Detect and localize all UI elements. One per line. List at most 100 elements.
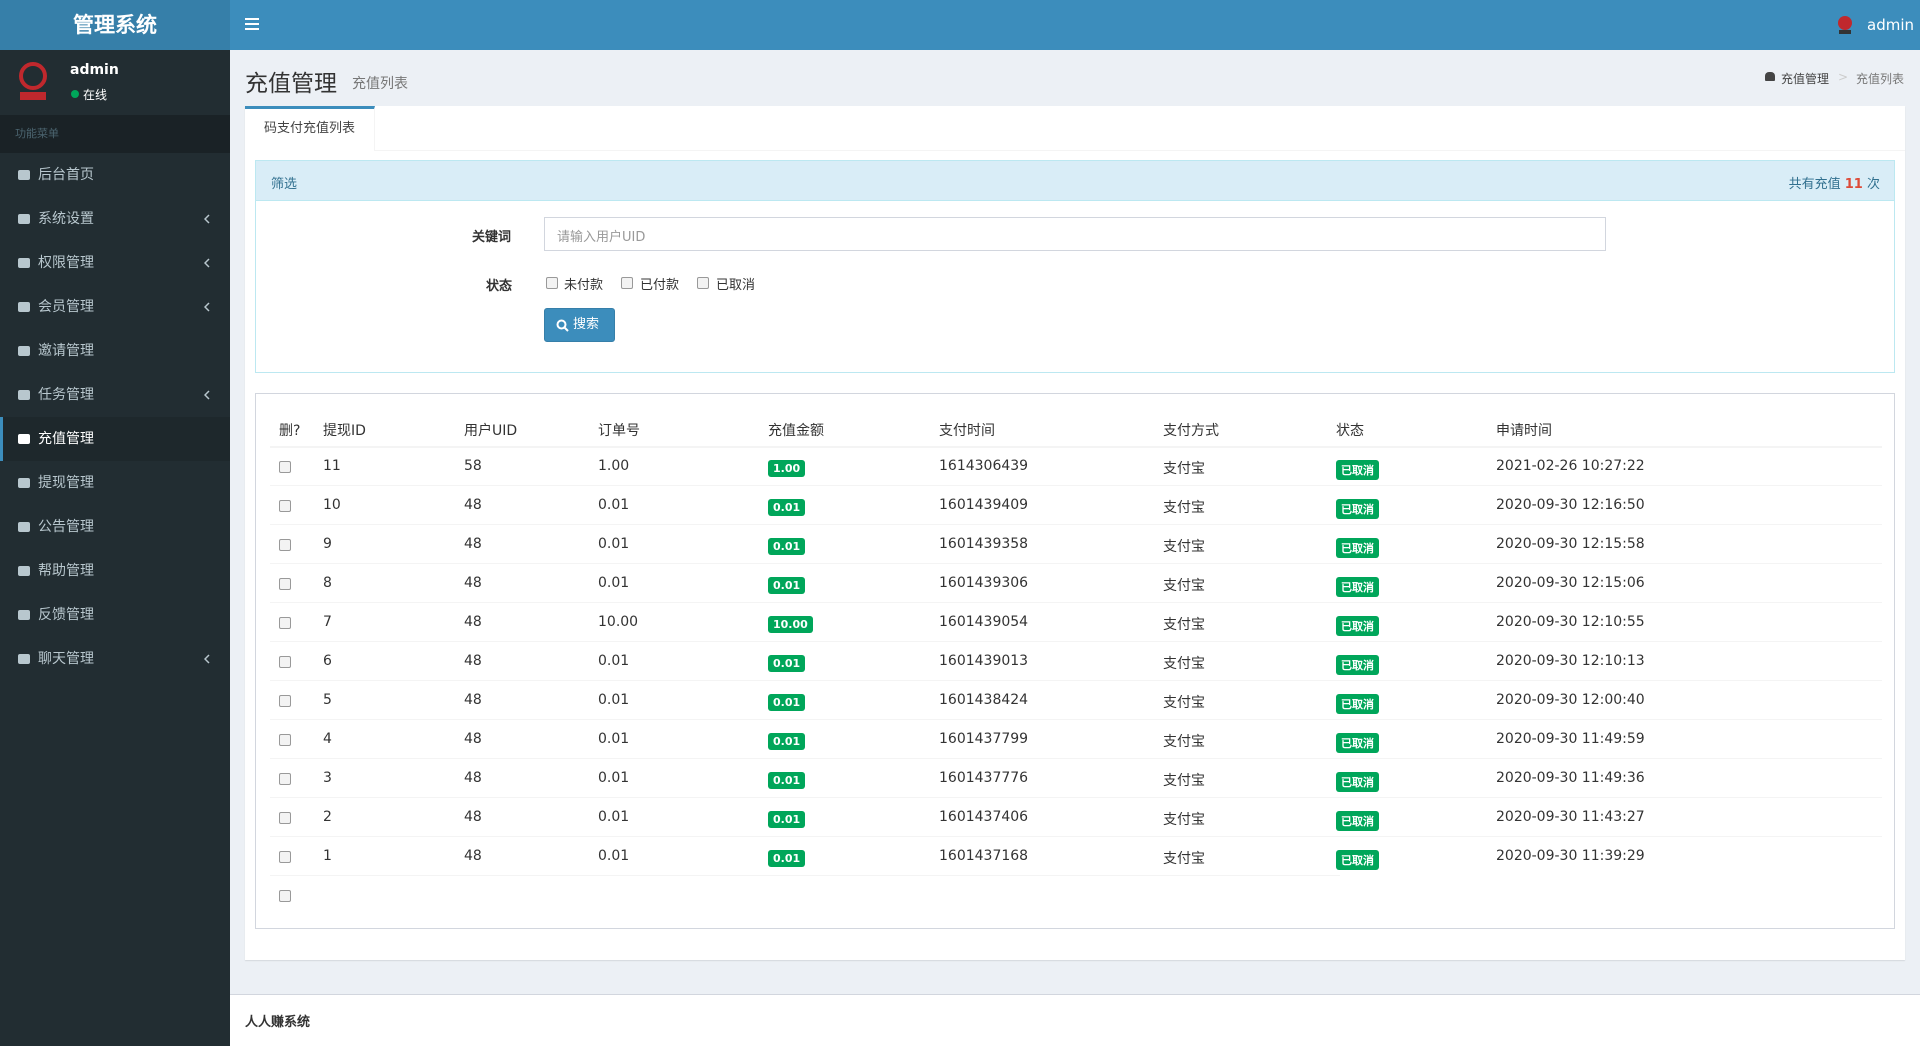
search-icon (556, 319, 569, 332)
badge: 0.01 (768, 655, 806, 672)
menu-text: 任务管理 (38, 387, 94, 403)
table-cell: 7 (323, 614, 332, 630)
row-rule (270, 602, 1882, 603)
row-checkbox[interactable] (279, 617, 291, 629)
table-cell: 48 (464, 692, 482, 708)
row-checkbox[interactable] (279, 734, 291, 746)
table-cell: 1614306439 (939, 458, 1029, 474)
status-option: 未付款 (564, 278, 604, 293)
checkbox[interactable] (621, 277, 633, 289)
chevron (204, 390, 210, 400)
row-checkbox[interactable] (279, 890, 291, 902)
table-cell: 8 (323, 575, 332, 591)
menu-icon (18, 654, 30, 664)
table-cell: 48 (464, 536, 482, 552)
table-cell: 1601439054 (939, 614, 1029, 630)
user-name[interactable]: admin (1867, 16, 1914, 34)
row-checkbox[interactable] (279, 539, 291, 551)
filter-title: 筛选 (271, 177, 298, 192)
sidebar: admin 在线 功能菜单 后台首页 系统设置 权限管理 会员管理 邀请管理 任务管理 充值… (0, 50, 230, 1046)
menu-text: 会员管理 (38, 299, 94, 315)
menu-item[interactable]: 任务管理 (0, 373, 230, 417)
table-cell: 0.01 (598, 770, 630, 786)
table-cell: 0.01 (598, 536, 630, 552)
menu-text: 权限管理 (38, 255, 94, 271)
table-cell: 0.01 (598, 731, 630, 747)
row-checkbox[interactable] (279, 851, 291, 863)
table-cell: 10 (323, 497, 341, 513)
column-header: 提现ID (323, 423, 366, 439)
logo[interactable]: 管理系统 (0, 0, 230, 50)
badge: 已取消 (1336, 460, 1379, 480)
breadcrumb-link[interactable]: 充值管理 (1781, 72, 1830, 86)
row-checkbox[interactable] (279, 773, 291, 785)
table-cell: 支付宝 (1163, 461, 1205, 477)
menu-icon (18, 302, 30, 312)
page-title: 充值管理 (245, 71, 337, 97)
menu-item[interactable]: 权限管理 (0, 241, 230, 285)
badge: 0.01 (768, 694, 806, 711)
row-checkbox[interactable] (279, 656, 291, 668)
column-header: 删? (279, 423, 301, 439)
table-panel: 删? 提现ID 用户UID 订单号 充值金额 支付时间 支付方式 状态 申请时间 11 58 1.00… (255, 393, 1895, 929)
column-header: 支付时间 (939, 423, 995, 439)
menu-item[interactable]: 公告管理 (0, 505, 230, 549)
table-cell: 支付宝 (1163, 617, 1205, 633)
sidebar-status: 在线 (83, 88, 108, 102)
row-rule (270, 836, 1882, 837)
table-cell: 2020-09-30 12:10:13 (1496, 653, 1645, 669)
table-cell: 1601437168 (939, 848, 1029, 864)
row-checkbox[interactable] (279, 461, 291, 473)
table-cell: 2020-09-30 12:10:55 (1496, 614, 1645, 630)
menu-item[interactable]: 邀请管理 (0, 329, 230, 373)
badge: 已取消 (1336, 499, 1379, 519)
row-checkbox[interactable] (279, 812, 291, 824)
tab[interactable]: 码支付充值列表 (245, 106, 375, 151)
column-header: 支付方式 (1163, 423, 1219, 439)
badge: 已取消 (1336, 850, 1379, 870)
keyword-placeholder: 请输入用户UID (557, 230, 646, 245)
filter-count: 共有充值 11 次 (1789, 173, 1880, 192)
badge: 1.00 (768, 460, 806, 477)
table-cell: 支付宝 (1163, 812, 1205, 828)
menu-item[interactable]: 聊天管理 (0, 637, 230, 681)
keyword-input[interactable]: 请输入用户UID (544, 217, 1606, 251)
search-button[interactable]: 搜索 (544, 308, 615, 342)
row-rule (270, 563, 1882, 564)
menu-text: 帮助管理 (38, 563, 94, 579)
row-checkbox[interactable] (279, 695, 291, 707)
breadcrumb-sep: > (1838, 70, 1849, 84)
table-cell: 1601439306 (939, 575, 1029, 591)
badge: 0.01 (768, 577, 806, 594)
table-cell: 11 (323, 458, 341, 474)
menu-item[interactable]: 帮助管理 (0, 549, 230, 593)
table-cell: 48 (464, 809, 482, 825)
checkbox[interactable] (697, 277, 709, 289)
table-cell: 0.01 (598, 497, 630, 513)
row-checkbox[interactable] (279, 500, 291, 512)
badge: 已取消 (1336, 616, 1379, 636)
top-nav: admin (230, 0, 1920, 50)
menu-item[interactable]: 系统设置 (0, 197, 230, 241)
badge: 10.00 (768, 616, 813, 633)
row-rule (270, 875, 1340, 876)
menu-icon (18, 346, 30, 356)
row-rule (270, 524, 1882, 525)
menu-text: 邀请管理 (38, 343, 94, 359)
menu-item[interactable]: 反馈管理 (0, 593, 230, 637)
menu-item[interactable]: 会员管理 (0, 285, 230, 329)
menu-toggle[interactable] (245, 18, 259, 30)
menu-text: 后台首页 (38, 167, 94, 183)
menu-item[interactable]: 充值管理 (0, 417, 230, 461)
table-cell: 48 (464, 497, 482, 513)
chevron (204, 302, 210, 312)
table-cell: 支付宝 (1163, 734, 1205, 750)
column-header: 充值金额 (768, 423, 824, 439)
row-checkbox[interactable] (279, 578, 291, 590)
checkbox[interactable] (546, 277, 558, 289)
menu-item[interactable]: 提现管理 (0, 461, 230, 505)
user-avatar[interactable] (1836, 15, 1854, 35)
menu-item[interactable]: 后台首页 (0, 153, 230, 197)
badge: 已取消 (1336, 694, 1379, 714)
